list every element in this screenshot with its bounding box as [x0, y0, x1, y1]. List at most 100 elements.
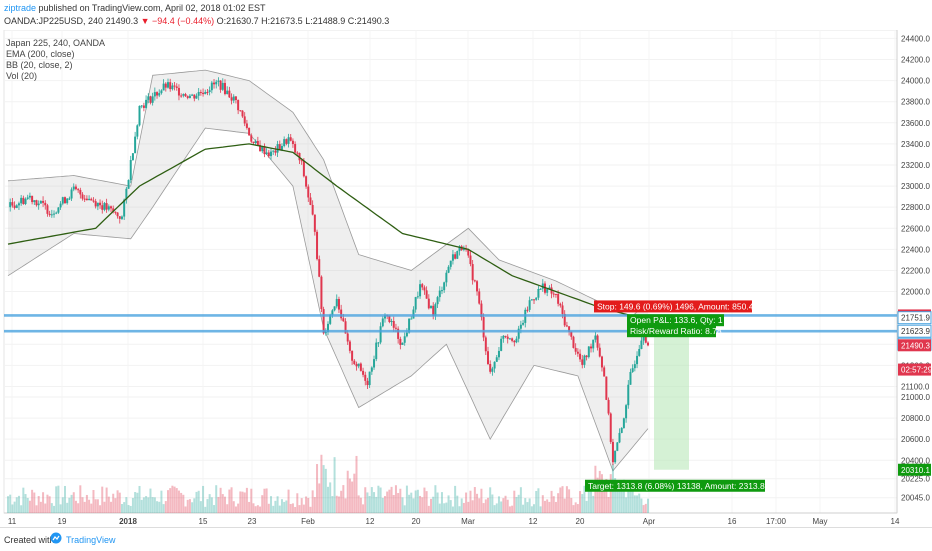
volume-bar [592, 495, 595, 513]
candle-body [638, 348, 641, 356]
volume-bar [175, 488, 178, 513]
volume-bar [177, 490, 180, 513]
volume-bar [66, 502, 69, 513]
candle-body [570, 331, 573, 337]
candle-body [342, 318, 345, 322]
volume-bar [638, 493, 641, 513]
volume-bar [107, 496, 110, 513]
volume-bar [316, 464, 319, 513]
ohlc-line: OANDA:JP225USD, 240 21490.3 ▼ −94.4 (−0.… [4, 16, 389, 26]
chart-area[interactable]: 24400.0 24200.0 24000.0 23800.0 23600.0 23400… [0, 30, 932, 527]
publisher-name[interactable]: ziptrade [4, 3, 37, 13]
y-tick-label: 20225.0 [901, 475, 930, 484]
volume-bar [131, 497, 134, 513]
candle-body [412, 309, 415, 319]
volume-bar [250, 488, 253, 513]
candle-body [491, 368, 494, 372]
volume-bar [83, 501, 86, 513]
candle-body [598, 347, 601, 357]
candle-body [219, 80, 222, 90]
y-tick-label: 24200.0 [901, 56, 930, 65]
axis-price-tag [898, 463, 931, 476]
volume-bar [353, 473, 356, 513]
candle-body [504, 335, 507, 337]
volume-bar [160, 490, 163, 513]
volume-bar [600, 474, 603, 513]
volume-bar [171, 485, 174, 513]
y-tick-label: 23600.0 [901, 119, 930, 128]
volume-bar [434, 485, 437, 513]
volume-bar [120, 504, 123, 513]
candle-body [416, 296, 419, 298]
candle-body [493, 361, 496, 369]
volume-bar [397, 493, 400, 513]
candle-body [72, 186, 75, 190]
y-tick-label: 23800.0 [901, 98, 930, 107]
axis-price-tag-label: 21623.9 [901, 327, 930, 336]
candle-body [259, 145, 262, 152]
candle-body [66, 198, 69, 204]
volume-bar [215, 485, 218, 513]
volume-bar [294, 506, 297, 513]
volume-bar [68, 497, 71, 513]
candle-body [276, 144, 279, 153]
y-tick-label: 21000.0 [901, 393, 930, 402]
candle-body [368, 371, 371, 386]
volume-bar [263, 488, 266, 513]
candle-body [377, 342, 380, 344]
candle-body [94, 201, 97, 207]
volume-bar [585, 500, 588, 513]
volume-bar [467, 501, 470, 513]
y-tick-label: 22000.0 [901, 288, 930, 297]
candle-body [469, 255, 472, 265]
candle-body [267, 152, 270, 157]
candle-body [70, 189, 73, 199]
volume-bar [28, 500, 31, 513]
publish-line: ziptrade published on TradingView.com, A… [4, 3, 266, 13]
volume-bar [230, 487, 233, 513]
candle-body [103, 203, 106, 210]
volume-bar [487, 497, 489, 513]
candle-body [208, 90, 211, 93]
x-tick-label: 20 [412, 517, 421, 526]
price-chart[interactable]: 24400.0 24200.0 24000.0 23800.0 23600.0 23400… [0, 30, 932, 527]
volume-bar [305, 496, 308, 513]
volume-bar [123, 502, 126, 513]
volume-bar [478, 498, 481, 513]
candle-body [557, 294, 560, 304]
candle-body [300, 160, 303, 162]
candle-body [17, 203, 20, 206]
volume-bar [333, 457, 336, 513]
candle-body [123, 199, 126, 217]
candle-body [522, 322, 525, 325]
candle-body [127, 180, 130, 189]
y-tick-label: 24000.0 [901, 77, 930, 86]
open-value: O:21630.7 [216, 16, 259, 26]
volume-bar [355, 455, 358, 513]
candle-body [162, 83, 165, 91]
candle-body [153, 92, 156, 97]
candle-body [206, 91, 209, 93]
volume-bar [96, 499, 99, 513]
candle-body [539, 288, 542, 290]
candle-body [252, 141, 255, 144]
candle-body [197, 92, 200, 96]
candle-body [636, 355, 639, 365]
volume-bar [386, 491, 389, 513]
candle-body [607, 399, 610, 414]
volume-bar [158, 501, 161, 513]
volume-bar [164, 501, 167, 513]
candle-body [572, 336, 575, 348]
candle-body [511, 338, 514, 341]
volume-bar [375, 496, 378, 513]
volume-bar [61, 497, 64, 513]
candle-body [35, 200, 38, 206]
candle-body [346, 333, 349, 342]
volume-bar [287, 489, 290, 513]
candle-body [81, 194, 84, 199]
volume-bar [335, 495, 338, 513]
volume-bar [590, 489, 593, 513]
tradingview-brand[interactable]: TradingView [66, 535, 116, 545]
y-tick-label: 23000.0 [901, 182, 930, 191]
volume-bar [327, 486, 329, 513]
